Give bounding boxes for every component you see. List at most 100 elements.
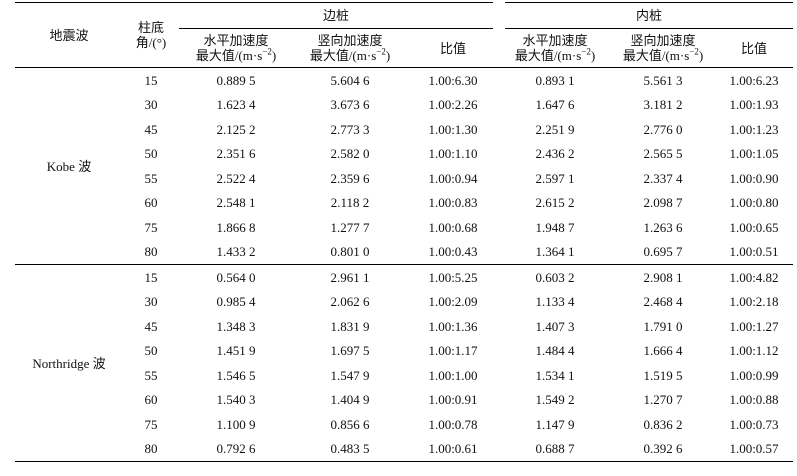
cell-edge-horizontal: 0.889 5 [216, 72, 256, 88]
cell-angle: 55 [144, 367, 158, 383]
cell-inner-horizontal: 0.688 7 [499, 436, 611, 462]
cell-angle: 45 [144, 121, 158, 137]
cell-edge-ratio: 1.00:0.68 [428, 219, 478, 235]
cell-edge-ratio: 1.00:0.78 [428, 416, 478, 432]
cell-inner-vertical: 2.908 1 [643, 269, 683, 285]
cell-angle: 55 [144, 170, 158, 186]
cell-edge-vertical: 1.697 5 [330, 343, 370, 359]
cell-angle: 75 [144, 219, 158, 235]
cell-edge-ratio: 1.00:0.91 [428, 392, 478, 408]
cell-edge-vertical: 1.277 7 [330, 219, 370, 235]
cell-edge-ratio: 1.00:1.00 [428, 367, 478, 383]
cell-inner-horizontal: 0.603 2 [535, 269, 575, 285]
cell-edge-horizontal: 1.546 5 [216, 367, 256, 383]
header-inner-horizontal: 水平加速度 最大值/(m·s−2) [499, 28, 611, 68]
cell-edge-horizontal: 2.522 4 [216, 170, 256, 186]
cell-edge-horizontal: 1.348 3 [216, 318, 256, 334]
cell-edge-vertical: 2.582 0 [330, 146, 370, 162]
table-row: 30 1.623 4 3.673 6 1.00:2.26 1.647 6 3.181 2 1… [15, 93, 793, 118]
cell-inner-vertical: 0.695 7 [611, 239, 715, 265]
cell-inner-horizontal: 1.364 1 [499, 239, 611, 265]
cell-inner-horizontal: 1.147 9 [535, 416, 575, 432]
cell-edge-vertical: 0.483 5 [293, 436, 407, 462]
cell-edge-horizontal: 1.433 2 [179, 239, 293, 265]
cell-inner-vertical: 2.468 4 [643, 294, 683, 310]
cell-angle: 75 [144, 416, 158, 432]
acceleration-table: 地震波 柱底 角/(°) 边桩 内桩 水平加速度 最大值/(m·s−2) 竖向加速度… [15, 2, 793, 462]
cell-edge-ratio: 1.00:0.94 [428, 170, 478, 186]
cell-edge-vertical: 0.801 0 [293, 239, 407, 265]
table-row: 50 1.451 9 1.697 5 1.00:1.17 1.484 4 1.666 4 1… [15, 339, 793, 364]
cell-edge-vertical: 2.773 3 [330, 121, 370, 137]
cell-inner-horizontal: 1.407 3 [535, 318, 575, 334]
table-row: 30 0.985 4 2.062 6 1.00:2.09 1.133 4 2.468 4 1… [15, 290, 793, 315]
cell-inner-vertical: 2.565 5 [643, 146, 683, 162]
cell-edge-vertical: 2.062 6 [330, 294, 370, 310]
table-row: Northridge 波 15 0.564 0 2.961 1 1.00:5.25 0.6… [15, 264, 793, 462]
cell-inner-vertical: 0.392 6 [611, 436, 715, 462]
cell-edge-horizontal: 1.866 8 [216, 219, 256, 235]
cell-inner-ratio: 1.00:4.82 [729, 269, 779, 285]
cell-edge-ratio: 1.00:6.30 [428, 72, 478, 88]
cell-edge-horizontal: 0.792 6 [179, 436, 293, 462]
cell-inner-ratio: 1.00:2.18 [729, 294, 779, 310]
cell-edge-vertical: 3.673 6 [330, 97, 370, 113]
table-row: 45 2.125 2 2.773 3 1.00:1.30 2.251 9 2.776 0 1… [15, 117, 793, 142]
cell-inner-ratio: 1.00:6.23 [729, 72, 779, 88]
cell-angle: 80 [123, 436, 179, 462]
cell-inner-ratio: 1.00:1.12 [729, 343, 779, 359]
header-edge-ratio: 比值 [407, 28, 499, 68]
cell-inner-vertical: 2.337 4 [643, 170, 683, 186]
cell-inner-vertical: 1.666 4 [643, 343, 683, 359]
cell-edge-ratio: 1.00:0.61 [407, 436, 499, 462]
table-row: 75 1.866 8 1.277 7 1.00:0.68 1.948 7 1.263 6 1… [15, 215, 793, 240]
cell-inner-ratio: 1.00:0.65 [729, 219, 779, 235]
cell-edge-vertical: 1.831 9 [330, 318, 370, 334]
cell-inner-horizontal: 2.615 2 [535, 195, 575, 211]
header-edge-pile: 边桩 [179, 2, 499, 29]
cell-inner-horizontal: 2.251 9 [535, 121, 575, 137]
cell-inner-horizontal: 1.549 2 [535, 392, 575, 408]
cell-inner-horizontal: 2.436 2 [535, 146, 575, 162]
cell-inner-vertical: 1.270 7 [643, 392, 683, 408]
cell-edge-horizontal: 2.125 2 [216, 121, 256, 137]
cell-inner-horizontal: 1.534 1 [535, 367, 575, 383]
header-inner-ratio: 比值 [715, 28, 793, 68]
cell-inner-vertical: 5.561 3 [643, 72, 683, 88]
cell-angle: 45 [144, 318, 158, 334]
cell-edge-ratio: 1.00:2.26 [428, 97, 478, 113]
header-edge-horizontal: 水平加速度 最大值/(m·s−2) [179, 28, 293, 68]
table-body: Kobe 波 15 0.889 5 5.604 6 1.00:6.30 0.893 1 5.… [15, 67, 793, 462]
cell-edge-ratio: 1.00:1.30 [428, 121, 478, 137]
table-row: 50 2.351 6 2.582 0 1.00:1.10 2.436 2 2.565 5 1… [15, 142, 793, 167]
table-row: 60 1.540 3 1.404 9 1.00:0.91 1.549 2 1.270 7 1… [15, 388, 793, 413]
cell-inner-ratio: 1.00:0.57 [715, 436, 793, 462]
cell-edge-horizontal: 1.100 9 [216, 416, 256, 432]
table-row: Kobe 波 15 0.889 5 5.604 6 1.00:6.30 0.893 1 5.… [15, 67, 793, 265]
cell-inner-ratio: 1.00:0.51 [715, 239, 793, 265]
cell-angle: 50 [144, 146, 158, 162]
cell-edge-horizontal: 2.548 1 [216, 195, 256, 211]
cell-edge-horizontal: 1.451 9 [216, 343, 256, 359]
cell-inner-horizontal: 1.133 4 [535, 294, 575, 310]
cell-inner-horizontal: 0.893 1 [535, 72, 575, 88]
cell-angle: 50 [144, 343, 158, 359]
cell-angle: 60 [144, 195, 158, 211]
cell-angle: 30 [144, 97, 158, 113]
cell-edge-ratio: 1.00:1.17 [428, 343, 478, 359]
cell-angle: 80 [123, 239, 179, 265]
cell-edge-vertical: 2.961 1 [330, 269, 370, 285]
cell-angle: 15 [144, 72, 158, 88]
cell-inner-ratio: 1.00:0.90 [729, 170, 779, 186]
cell-inner-vertical: 2.098 7 [643, 195, 683, 211]
cell-inner-ratio: 1.00:0.88 [729, 392, 779, 408]
cell-inner-horizontal: 2.597 1 [535, 170, 575, 186]
header-inner-pile: 内桩 [493, 2, 793, 29]
cell-edge-vertical: 1.547 9 [330, 367, 370, 383]
cell-inner-vertical: 1.791 0 [643, 318, 683, 334]
cell-edge-horizontal: 0.564 0 [216, 269, 256, 285]
cell-angle: 60 [144, 392, 158, 408]
table-row: 55 2.522 4 2.359 6 1.00:0.94 2.597 1 2.337 4 1… [15, 166, 793, 191]
